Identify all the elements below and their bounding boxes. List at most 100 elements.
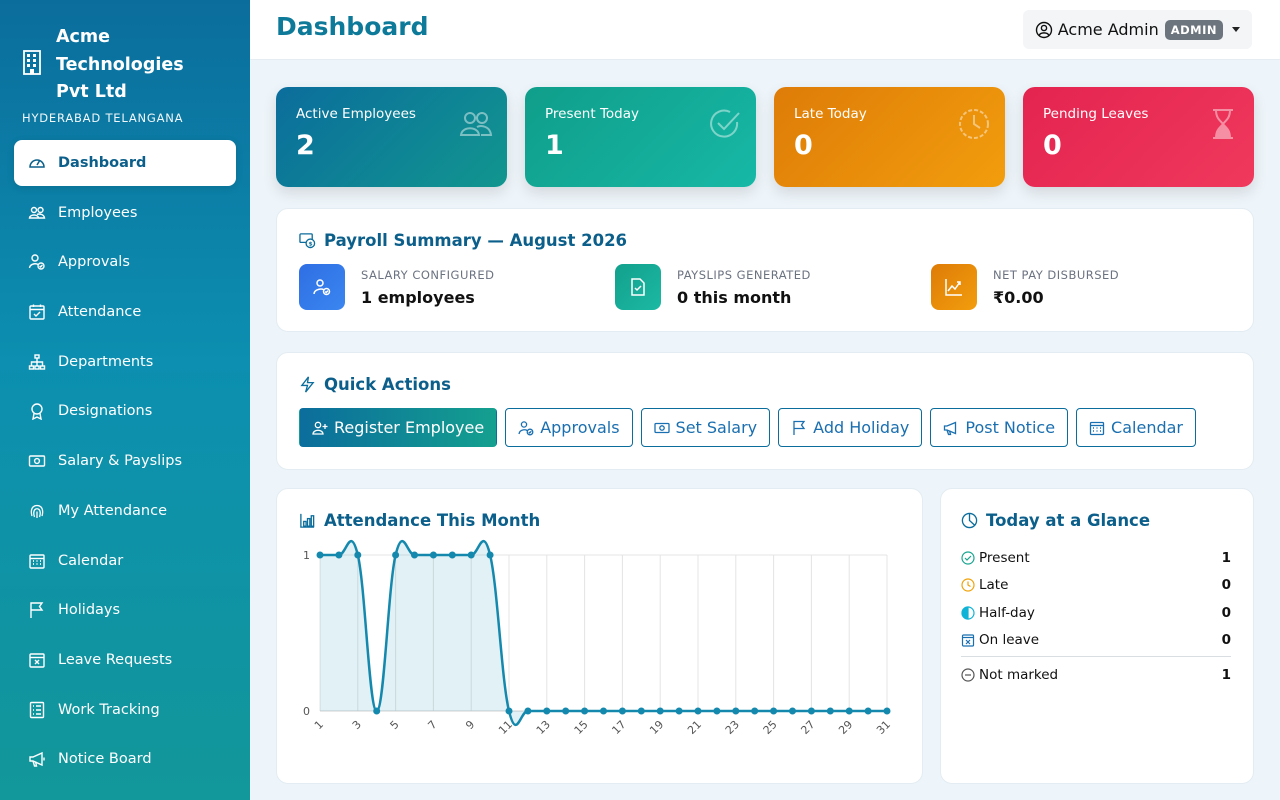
stat-label: Pending Leaves [1043,106,1149,122]
brand-name: Acme Technologies Pvt Ltd [56,24,184,107]
glance-row-present: Present 1 [961,544,1231,572]
add-holiday-button[interactable]: Add Holiday [778,408,923,447]
sidebar-item-label: Approvals [58,254,130,271]
x-tick-label: 23 [723,718,742,737]
calendar-x-icon [961,634,975,647]
button-label: Add Holiday [813,418,910,437]
attendance-chart-title-text: Attendance This Month [324,511,541,530]
svg-text:$: $ [309,242,313,248]
x-tick-label: 17 [609,718,628,737]
data-point [656,707,664,715]
payroll-item-label: NET PAY DISBURSED [993,267,1120,282]
calendar-x-icon [29,653,45,668]
pie-chart-icon [961,512,978,529]
chevron-down-icon [1232,27,1240,32]
data-point [826,707,834,715]
today-glance-list: Present 1 Late 0 Half-day 0 On leave 0 [961,544,1231,689]
user-menu-button[interactable]: Acme Admin ADMIN [1022,10,1252,49]
glance-row-not-marked: Not marked 1 [961,661,1231,689]
sidebar-item-label: Holidays [58,602,121,619]
stat-value: 0 [1043,130,1062,161]
x-tick-label: 15 [572,718,591,737]
clock-icon [959,109,989,139]
register-employee-button[interactable]: Register Employee [299,408,498,447]
data-point [581,707,589,715]
data-point [807,707,815,715]
x-tick-label: 7 [425,718,439,732]
x-tick-label: 25 [761,718,780,737]
today-glance-panel: Today at a Glance Present 1 Late 0 Half-… [940,488,1254,784]
data-point [354,551,362,559]
sidebar-item-holidays[interactable]: Holidays [14,587,236,633]
payroll-summary-title: $ Payroll Summary — August 2026 [299,231,627,250]
x-tick-label: 5 [388,718,402,732]
sidebar-item-salary-payslips[interactable]: Salary & Payslips [14,438,236,484]
payroll-item-label: SALARY CONFIGURED [361,267,495,282]
sidebar-item-calendar[interactable]: Calendar [14,538,236,584]
bar-chart-icon [300,513,315,528]
stat-value: 1 [545,130,564,161]
payroll-item-label: PAYSLIPS GENERATED [677,267,811,282]
brand-name-line: Technologies [56,54,184,75]
sidebar-item-label: Notice Board [58,751,152,768]
glance-value: 0 [1221,577,1231,594]
y-tick-label: 1 [303,549,310,562]
page-title: Dashboard [276,12,429,41]
post-notice-button[interactable]: Post Notice [930,408,1069,447]
sidebar-item-attendance[interactable]: Attendance [14,289,236,335]
stat-label: Present Today [545,106,639,122]
calendar-check-icon [29,304,45,320]
data-point [335,551,343,559]
data-point [789,707,796,715]
person-plus-icon [312,421,328,435]
flag-icon [793,420,806,435]
data-point [448,551,456,559]
person-check-icon [28,254,45,271]
data-point [845,707,853,715]
sidebar-item-departments[interactable]: Departments [14,339,236,385]
button-label: Post Notice [965,418,1056,437]
x-tick-label: 3 [350,718,364,732]
calendar-button[interactable]: Calendar [1076,408,1196,447]
sidebar-item-notice-board[interactable]: Notice Board [14,736,236,782]
data-point [392,551,400,559]
stat-card-active-employees: Active Employees 2 [276,87,507,187]
series-area [320,541,887,725]
sidebar-item-approvals[interactable]: Approvals [14,239,236,285]
sidebar-item-leave-requests[interactable]: Leave Requests [14,637,236,683]
sidebar-nav: Dashboard Employees Approvals Attendance… [14,140,236,786]
sidebar-item-employees[interactable]: Employees [14,190,236,236]
sidebar-item-work-tracking[interactable]: Work Tracking [14,687,236,733]
sidebar-item-label: Designations [58,403,153,420]
button-label: Approvals [540,418,620,437]
x-tick-label: 27 [798,718,817,737]
sidebar-item-label: Departments [58,353,154,370]
glance-row-half-day: Half-day 0 [961,599,1231,627]
sidebar-item-label: Attendance [58,304,142,321]
glance-label: Present [979,549,1030,566]
clock-icon [961,578,975,592]
stat-card-late-today: Late Today 0 [774,87,1005,187]
brand: Acme Technologies Pvt Ltd [0,0,250,107]
data-point [543,707,551,715]
glance-label: Late [979,577,1009,594]
data-point [770,707,778,715]
sidebar-item-my-attendance[interactable]: My Attendance [14,488,236,534]
button-label: Register Employee [334,418,485,437]
approvals-button[interactable]: Approvals [505,408,633,447]
payroll-item-text: NET PAY DISBURSED ₹0.00 [993,268,1119,307]
x-tick-label: 9 [463,718,477,732]
x-tick-label: 13 [534,718,553,737]
data-point [600,707,607,715]
sidebar-item-dashboard[interactable]: Dashboard [14,140,236,186]
flag-icon [30,602,44,619]
sidebar-item-label: Dashboard [58,155,147,171]
glance-value: 0 [1221,604,1231,621]
sidebar-item-designations[interactable]: Designations [14,388,236,434]
sidebar-item-label: Leave Requests [58,651,173,668]
glance-label: Not marked [979,666,1059,683]
glance-row-late: Late 0 [961,572,1231,600]
glance-value: 0 [1221,632,1231,649]
award-icon [31,403,43,421]
set-salary-button[interactable]: Set Salary [640,408,771,447]
